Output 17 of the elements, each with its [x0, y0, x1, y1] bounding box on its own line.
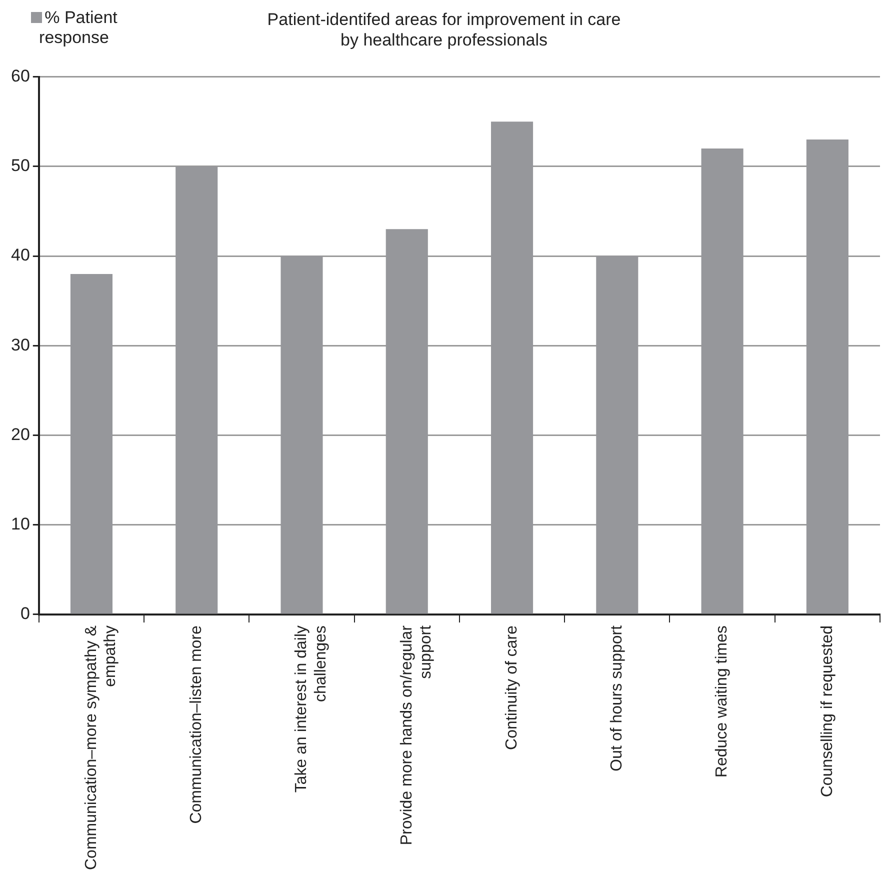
chart-title: Patient-identifed areas for improvement in care by healthcare professionals — [267, 10, 621, 50]
x-tick-label: Reduce waiting times — [714, 625, 731, 778]
x-tick-label: Continuity of care — [503, 625, 520, 750]
legend-label: % Patient response — [38, 8, 118, 48]
y-tick-label: 10 — [10, 514, 30, 534]
y-tick-label: 40 — [10, 246, 30, 265]
y-tick-label: 60 — [10, 66, 30, 86]
x-tick-label: Communication–listen more — [188, 625, 206, 824]
x-tick-label: Provide more hands on/regular support — [398, 624, 434, 846]
x-tick-label: Take an interest in daily challenges — [293, 625, 330, 793]
y-tick-label: 0 — [20, 604, 30, 624]
x-tick-label: Counselling if requested — [818, 625, 836, 798]
x-tick-label: Out of hours support — [608, 624, 626, 772]
x-tick-label: Communication–more sympathy & empathy — [82, 625, 120, 870]
y-tick-label: 30 — [10, 335, 30, 354]
y-tick-label: 50 — [10, 156, 30, 176]
y-tick-label: 20 — [10, 424, 30, 444]
